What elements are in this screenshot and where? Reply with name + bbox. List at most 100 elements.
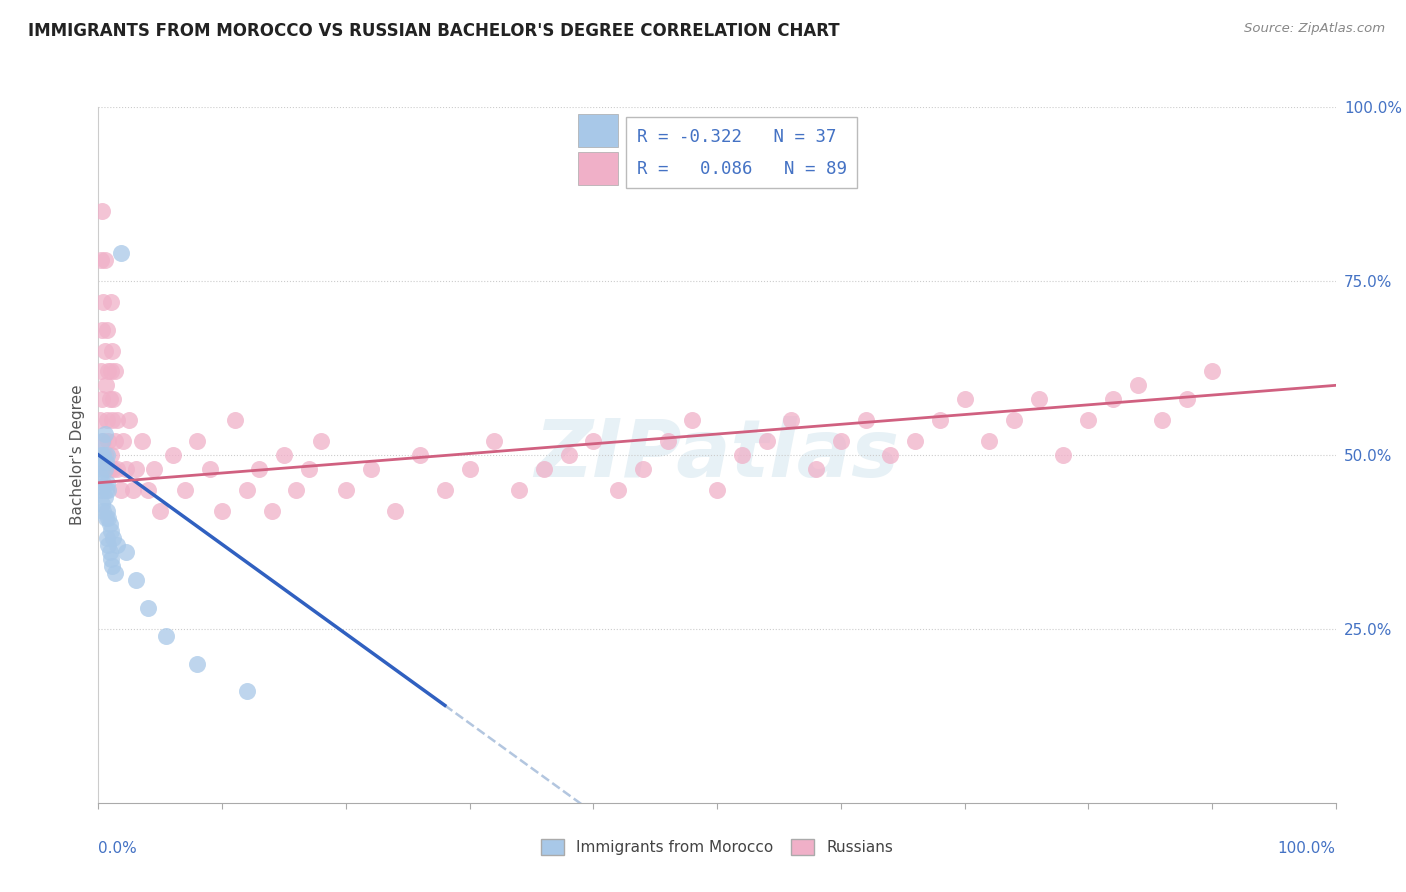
Point xyxy=(360,462,382,476)
Point xyxy=(131,434,153,448)
Point xyxy=(94,462,117,476)
Point xyxy=(1201,364,1223,378)
Point xyxy=(98,545,121,559)
Point xyxy=(155,629,177,643)
Point xyxy=(409,448,432,462)
Point xyxy=(1077,413,1099,427)
Point xyxy=(103,364,125,378)
Point xyxy=(93,448,115,462)
Point xyxy=(780,413,803,427)
Point xyxy=(1002,413,1025,427)
Point xyxy=(1126,378,1149,392)
Point xyxy=(97,434,120,448)
Point xyxy=(124,573,146,587)
Point xyxy=(98,462,121,476)
Point xyxy=(103,532,125,546)
Point xyxy=(631,462,654,476)
Text: 0.0%: 0.0% xyxy=(98,841,138,856)
Point xyxy=(162,448,184,462)
Point xyxy=(105,462,128,476)
Point xyxy=(186,434,208,448)
Point xyxy=(93,434,115,448)
Point xyxy=(93,253,115,268)
Point xyxy=(93,448,115,462)
Point xyxy=(484,434,506,448)
Point xyxy=(979,434,1001,448)
Point xyxy=(273,448,295,462)
Point xyxy=(94,455,117,469)
Point xyxy=(236,483,259,497)
Point xyxy=(260,503,283,517)
Point xyxy=(309,434,332,448)
Point xyxy=(90,364,112,378)
Point xyxy=(91,462,114,476)
Point xyxy=(285,483,308,497)
Text: ZIPatlas: ZIPatlas xyxy=(534,416,900,494)
Point xyxy=(105,413,128,427)
Point xyxy=(93,490,115,504)
Point xyxy=(830,434,852,448)
Point xyxy=(103,392,125,407)
Point xyxy=(103,566,125,581)
FancyBboxPatch shape xyxy=(578,152,619,185)
Point xyxy=(211,503,233,517)
Point xyxy=(1052,448,1074,462)
Point xyxy=(118,413,141,427)
Point xyxy=(101,343,124,358)
Point xyxy=(110,246,132,260)
Point xyxy=(100,552,122,566)
Point xyxy=(96,503,118,517)
Point xyxy=(928,413,950,427)
Text: Source: ZipAtlas.com: Source: ZipAtlas.com xyxy=(1244,22,1385,36)
Point xyxy=(94,510,117,524)
Point xyxy=(174,483,197,497)
Point xyxy=(91,392,114,407)
Text: R = -0.322   N = 37
R =   0.086   N = 89: R = -0.322 N = 37 R = 0.086 N = 89 xyxy=(637,128,846,178)
Point xyxy=(335,483,357,497)
Point xyxy=(533,462,555,476)
Point xyxy=(855,413,877,427)
Point xyxy=(96,475,118,490)
Point xyxy=(124,462,146,476)
Point xyxy=(731,448,754,462)
Point xyxy=(89,413,111,427)
Point xyxy=(103,434,125,448)
Point xyxy=(582,434,605,448)
Point xyxy=(90,253,112,268)
Point xyxy=(90,483,112,497)
Point xyxy=(198,462,221,476)
Point xyxy=(136,601,159,615)
Point xyxy=(91,497,114,511)
Point xyxy=(236,684,259,698)
Text: IMMIGRANTS FROM MOROCCO VS RUSSIAN BACHELOR'S DEGREE CORRELATION CHART: IMMIGRANTS FROM MOROCCO VS RUSSIAN BACHE… xyxy=(28,22,839,40)
Point xyxy=(101,413,124,427)
Point xyxy=(96,323,118,337)
Point xyxy=(103,462,125,476)
Point xyxy=(458,462,481,476)
Point xyxy=(93,503,115,517)
Point xyxy=(953,392,976,407)
Point xyxy=(114,545,136,559)
Point xyxy=(1102,392,1125,407)
Text: 100.0%: 100.0% xyxy=(1278,841,1336,856)
FancyBboxPatch shape xyxy=(578,114,619,147)
Point xyxy=(1028,392,1050,407)
Point xyxy=(97,483,120,497)
Point xyxy=(89,468,111,483)
Point xyxy=(508,483,530,497)
Point xyxy=(93,343,115,358)
Point xyxy=(879,448,901,462)
Point xyxy=(100,364,122,378)
Point xyxy=(904,434,927,448)
Point xyxy=(105,538,128,552)
Point xyxy=(93,294,115,309)
Point xyxy=(100,294,122,309)
Point xyxy=(93,462,115,476)
Point xyxy=(110,483,132,497)
Point xyxy=(755,434,778,448)
Point xyxy=(706,483,728,497)
Point xyxy=(93,427,115,442)
Point xyxy=(101,559,124,574)
Point xyxy=(96,413,118,427)
Point xyxy=(224,413,246,427)
